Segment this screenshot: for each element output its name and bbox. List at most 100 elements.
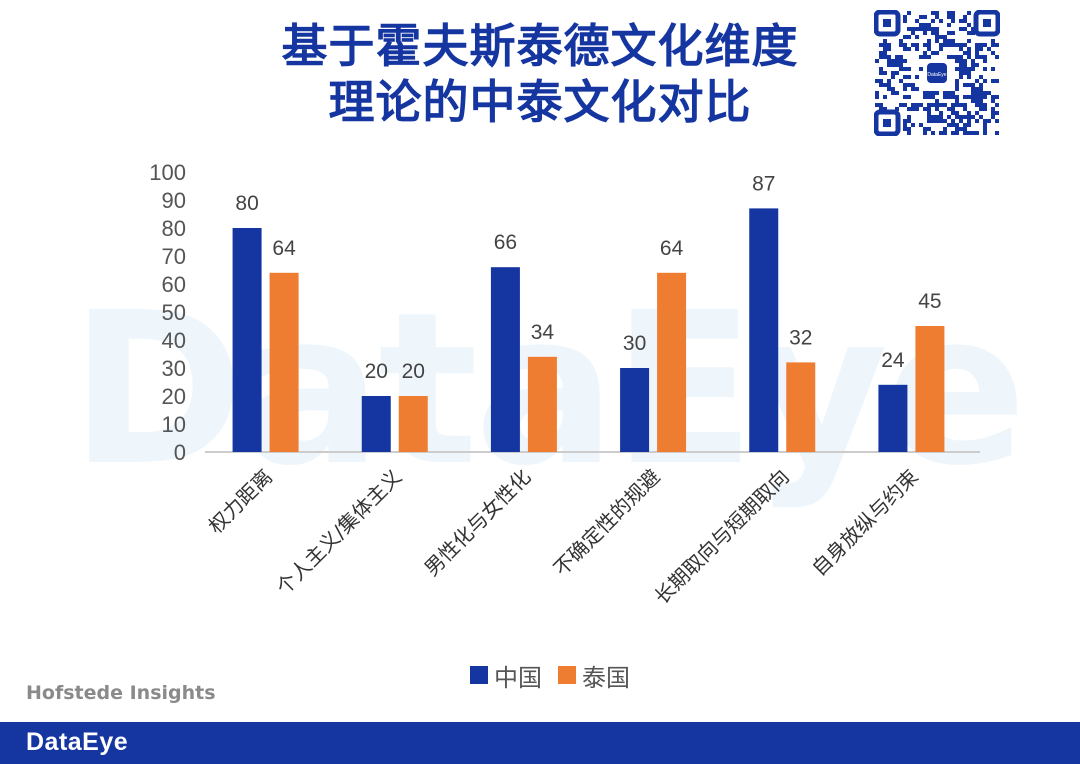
qr-cell xyxy=(935,119,939,123)
qr-cell xyxy=(991,107,995,111)
y-tick-label: 90 xyxy=(162,188,186,213)
qr-cell xyxy=(963,19,967,23)
qr-cell xyxy=(959,59,963,63)
bar-china-0 xyxy=(232,228,262,452)
qr-cell xyxy=(971,131,975,135)
qr-cell xyxy=(963,83,967,87)
qr-cell xyxy=(967,123,971,127)
qr-cell xyxy=(895,59,899,63)
qr-cell xyxy=(939,111,943,115)
qr-cell xyxy=(955,59,959,63)
qr-cell xyxy=(899,79,903,83)
qr-cell xyxy=(975,43,979,47)
qr-cell xyxy=(955,111,959,115)
qr-cell xyxy=(971,31,975,35)
qr-cell xyxy=(995,43,999,47)
qr-cell xyxy=(915,27,919,31)
qr-cell xyxy=(951,91,955,95)
qr-cell xyxy=(927,119,931,123)
qr-cell xyxy=(907,11,911,15)
qr-cell xyxy=(979,83,983,87)
qr-cell xyxy=(935,115,939,119)
qr-cell xyxy=(875,95,879,99)
qr-cell xyxy=(931,103,935,107)
qr-cell xyxy=(967,67,971,71)
qr-cell xyxy=(907,83,911,87)
qr-cell xyxy=(923,95,927,99)
qr-cell xyxy=(971,87,975,91)
qr-cell xyxy=(903,35,907,39)
qr-cell xyxy=(951,43,955,47)
qr-cell xyxy=(983,119,987,123)
qr-cell xyxy=(891,59,895,63)
qr-cell xyxy=(899,43,903,47)
qr-cell xyxy=(955,131,959,135)
qr-cell xyxy=(947,23,951,27)
qr-cell xyxy=(995,103,999,107)
category-label-5: 自身放纵与约束 xyxy=(807,465,923,581)
qr-cell xyxy=(955,115,959,119)
qr-cell xyxy=(891,87,895,91)
qr-cell xyxy=(983,79,987,83)
qr-cell xyxy=(963,71,967,75)
category-label-0: 权力距离 xyxy=(204,465,278,539)
qr-cell xyxy=(959,75,963,79)
qr-cell xyxy=(971,91,975,95)
qr-cell xyxy=(943,43,947,47)
qr-cell xyxy=(955,127,959,131)
qr-cell xyxy=(907,107,911,111)
qr-finder-tr-dot xyxy=(983,19,991,27)
qr-cell xyxy=(951,31,955,35)
qr-cell xyxy=(959,27,963,31)
qr-cell xyxy=(979,55,983,59)
legend-label-thailand: 泰国 xyxy=(582,663,630,692)
qr-cell xyxy=(983,103,987,107)
legend-item-china: 中国 xyxy=(470,658,542,693)
qr-cell xyxy=(975,131,979,135)
qr-cell xyxy=(919,123,923,127)
qr-cell xyxy=(959,119,963,123)
qr-cell xyxy=(903,83,907,87)
qr-cell xyxy=(883,83,887,87)
qr-cell xyxy=(979,103,983,107)
qr-cell xyxy=(995,119,999,123)
qr-cell xyxy=(923,131,927,135)
qr-cell xyxy=(899,67,903,71)
qr-cell xyxy=(923,43,927,47)
value-label-china-4: 87 xyxy=(752,172,775,195)
qr-cell xyxy=(923,127,927,131)
qr-cell xyxy=(963,27,967,31)
qr-cell xyxy=(875,59,879,63)
qr-finder-tr xyxy=(973,10,1000,37)
qr-cell xyxy=(879,43,883,47)
qr-cell xyxy=(979,75,983,79)
qr-cell xyxy=(915,75,919,79)
qr-cell xyxy=(911,123,915,127)
qr-cell xyxy=(883,43,887,47)
qr-cell xyxy=(883,47,887,51)
qr-cell xyxy=(951,15,955,19)
qr-cell xyxy=(875,103,879,107)
qr-cell xyxy=(955,95,959,99)
qr-cell xyxy=(967,31,971,35)
qr-cell xyxy=(959,115,963,119)
qr-cell xyxy=(907,67,911,71)
qr-cell xyxy=(923,55,927,59)
legend-item-thailand: 泰国 xyxy=(558,658,630,693)
qr-cell xyxy=(939,119,943,123)
qr-cell xyxy=(907,75,911,79)
qr-cell xyxy=(903,19,907,23)
bar-china-4 xyxy=(749,208,779,452)
qr-cell xyxy=(927,43,931,47)
qr-cell xyxy=(923,31,927,35)
title-line-1: 基于霍夫斯泰德文化维度 xyxy=(281,19,799,73)
qr-cell xyxy=(907,47,911,51)
qr-cell xyxy=(879,107,883,111)
value-label-thailand-3: 64 xyxy=(660,237,684,260)
qr-cell xyxy=(931,115,935,119)
qr-cell xyxy=(983,107,987,111)
qr-cell xyxy=(931,119,935,123)
qr-cell xyxy=(959,71,963,75)
qr-cell xyxy=(887,59,891,63)
